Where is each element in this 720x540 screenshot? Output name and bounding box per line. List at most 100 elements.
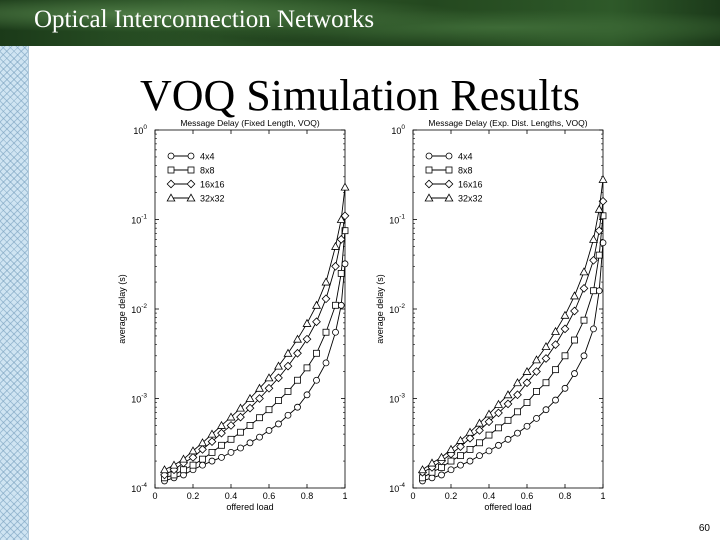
- chart2-data-point: [595, 287, 603, 295]
- chart1-xtick-label: 0.6: [263, 491, 276, 501]
- chart1-series-line: [164, 187, 346, 471]
- chart2-data-point: [595, 251, 603, 259]
- chart1-legend-label: 8x8: [200, 166, 215, 176]
- chart1-data-point: [337, 269, 345, 277]
- chart1-series-line: [164, 215, 346, 476]
- chart2-data-point: [551, 340, 560, 349]
- chart1-data-point: [331, 261, 340, 271]
- chart2-data-point: [465, 427, 475, 436]
- chart2-ytick-label: 100: [391, 124, 405, 136]
- chart1-data-point: [321, 277, 331, 286]
- chart1-data-point: [322, 328, 330, 336]
- chart2-data-point: [570, 306, 579, 316]
- chart1-data-point: [336, 214, 346, 223]
- chart1-plot: Message Delay (Fixed Length, VOQ) offered…: [117, 118, 350, 512]
- chart2-data-point: [580, 352, 588, 360]
- chart1-data-point: [160, 465, 169, 474]
- chart2-data-point: [457, 452, 464, 460]
- chart2-data-point: [503, 390, 513, 399]
- chart1-data-point: [199, 455, 206, 463]
- chart2-data-point: [523, 399, 531, 406]
- chart1-data-point: [341, 260, 349, 268]
- chart2-ylabel: average delay (s): [375, 274, 385, 344]
- chart2-data-point: [579, 284, 589, 293]
- chart2-data-point: [495, 441, 502, 449]
- chart2-data-point: [571, 370, 578, 377]
- chart1-data-point: [207, 437, 217, 446]
- chart1-data-point: [294, 403, 301, 411]
- chart1-data-point: [218, 441, 225, 449]
- chart1-xtick-label: 0.8: [301, 491, 314, 501]
- chart1-data-point: [265, 427, 273, 434]
- chart1-series-4x4: [161, 260, 349, 485]
- chart2-data-point: [513, 390, 522, 400]
- chart1-data-point: [218, 453, 225, 461]
- chart1-title: Message Delay (Fixed Length, VOQ): [180, 118, 320, 128]
- chart1-data-point: [284, 388, 292, 395]
- chart1-data-point: [227, 435, 235, 443]
- chart1-data-point: [312, 300, 321, 309]
- chart2-data-point: [599, 212, 607, 220]
- chart2-data-point: [533, 388, 540, 395]
- chart2-legend-label: 16x16: [458, 180, 483, 190]
- chart1-data-point: [331, 241, 340, 250]
- chart1-xlabel: offered load: [226, 502, 273, 512]
- chart1-xtick-label: 1: [342, 491, 347, 501]
- chart2-data-point: [447, 457, 455, 465]
- chart1-data-point: [199, 461, 206, 469]
- chart1-data-point: [332, 328, 339, 336]
- chart2-ytick-label: 10-3: [389, 393, 405, 405]
- chart1-data-point: [208, 448, 216, 456]
- chart1-data-point: [246, 422, 254, 429]
- chart2-data-point: [494, 399, 503, 408]
- chart2-data-point: [476, 439, 483, 447]
- chart1-data-point: [237, 444, 244, 452]
- chart2-data-point: [542, 406, 550, 414]
- chart2-data-point: [590, 287, 597, 295]
- chart1-data-point: [198, 445, 207, 454]
- chart1-legend-marker: [166, 193, 176, 202]
- chart1-data-point: [274, 373, 283, 383]
- chart1-legend-label: 16x16: [200, 180, 225, 190]
- chart2-xtick-label: 1: [600, 491, 605, 501]
- chart2-data-point: [485, 431, 493, 439]
- chart1-legend-marker: [186, 193, 196, 202]
- chart1-legend-marker: [187, 152, 195, 160]
- chart2-legend-marker: [444, 179, 454, 189]
- chart1-data-point: [237, 428, 244, 436]
- chart2-data-point: [533, 414, 540, 422]
- chart1-data-point: [217, 420, 226, 429]
- chart2-data-point: [580, 316, 588, 324]
- chart1-data-point: [208, 457, 216, 465]
- chart2-data-point: [418, 465, 427, 474]
- chart1-data-point: [255, 394, 264, 403]
- chart2-ytick-label: 10-1: [389, 214, 405, 226]
- chart1-legend-label: 32x32: [200, 194, 225, 204]
- chart2-data-point: [466, 457, 474, 465]
- chart2-data-point: [513, 378, 522, 387]
- chart1-data-point: [236, 403, 245, 412]
- chart2-data-point: [447, 466, 455, 474]
- chart2-series-32x32: [418, 174, 608, 474]
- chart2-series-line: [422, 242, 604, 482]
- chart2-data-point: [590, 325, 597, 333]
- chart2-legend-marker: [445, 152, 453, 160]
- chart1-data-point: [302, 318, 312, 327]
- chart1-data-point: [207, 429, 217, 438]
- chart2-data-point: [523, 422, 531, 430]
- chart1-data-point: [217, 428, 226, 438]
- chart2-data-point: [532, 367, 541, 376]
- chart2-data-point: [503, 399, 513, 409]
- chart1-data-point: [245, 393, 255, 402]
- chart1-data-point: [340, 211, 350, 221]
- chart2-data-point: [560, 324, 570, 334]
- chart1-legend: 4x4 8x8 16x16 32x32: [166, 152, 225, 204]
- chart2-series-16x16: [418, 196, 608, 477]
- chart1-ytick-label: 100: [133, 124, 147, 136]
- chart1-data-point: [284, 411, 292, 419]
- chart1-data-point: [332, 301, 339, 309]
- chart2-data-point: [561, 352, 569, 360]
- chart1-series-8x8: [161, 227, 349, 482]
- chart1-series-32x32: [160, 182, 350, 474]
- chart1-data-point: [256, 414, 263, 422]
